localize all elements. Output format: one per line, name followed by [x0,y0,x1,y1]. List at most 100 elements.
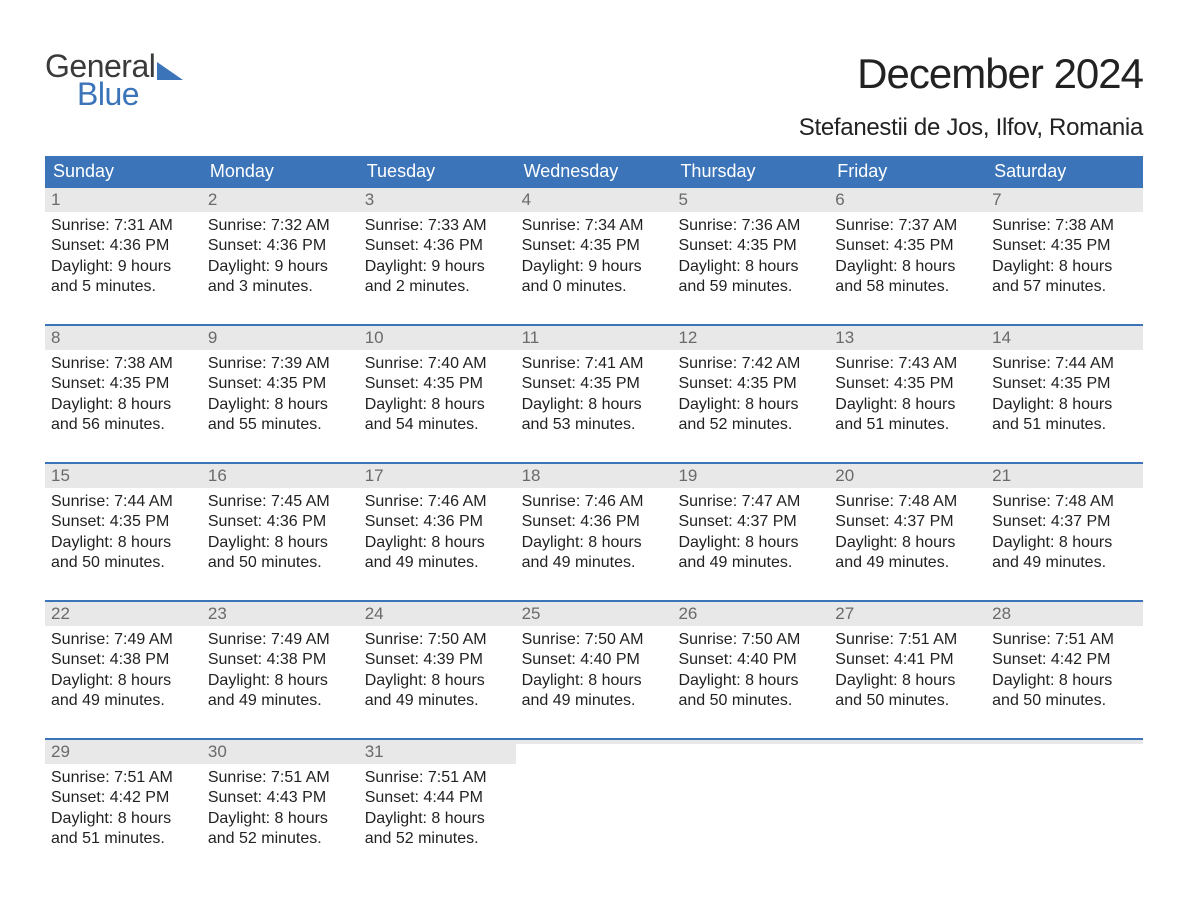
sunset-text: Sunset: 4:42 PM [992,650,1137,670]
daylight-text: and 2 minutes. [365,277,510,297]
day-number-row: 31 [359,740,516,764]
day-number: 14 [992,328,1011,347]
sunset-text: Sunset: 4:37 PM [678,512,823,532]
weekday-header: Monday [202,156,359,188]
day-number-row: 24 [359,602,516,626]
page-title: December 2024 [799,50,1143,98]
sunset-text: Sunset: 4:37 PM [835,512,980,532]
sunrise-text: Sunrise: 7:44 AM [51,492,196,512]
day-number-row: 8 [45,326,202,350]
sunset-text: Sunset: 4:36 PM [365,512,510,532]
day-number-row: 28 [986,602,1143,626]
day-number-row: 9 [202,326,359,350]
sunset-text: Sunset: 4:35 PM [51,374,196,394]
day-body: Sunrise: 7:46 AMSunset: 4:36 PMDaylight:… [359,488,516,576]
sunrise-text: Sunrise: 7:50 AM [522,630,667,650]
sunset-text: Sunset: 4:35 PM [522,236,667,256]
day-cell: 30Sunrise: 7:51 AMSunset: 4:43 PMDayligh… [202,740,359,858]
day-number: 2 [208,190,217,209]
day-number-row [986,740,1143,744]
location-text: Stefanestii de Jos, Ilfov, Romania [799,114,1143,142]
daylight-text: Daylight: 8 hours [208,671,353,691]
day-cell [986,740,1143,858]
daylight-text: Daylight: 8 hours [678,395,823,415]
daylight-text: and 54 minutes. [365,415,510,435]
day-number: 25 [522,604,541,623]
day-number: 5 [678,190,687,209]
sunset-text: Sunset: 4:35 PM [365,374,510,394]
weekday-header: Saturday [986,156,1143,188]
day-cell: 6Sunrise: 7:37 AMSunset: 4:35 PMDaylight… [829,188,986,306]
day-body: Sunrise: 7:51 AMSunset: 4:43 PMDaylight:… [202,764,359,852]
sunrise-text: Sunrise: 7:36 AM [678,216,823,236]
day-body: Sunrise: 7:38 AMSunset: 4:35 PMDaylight:… [986,212,1143,300]
day-number-row: 22 [45,602,202,626]
sunrise-text: Sunrise: 7:50 AM [678,630,823,650]
daylight-text: Daylight: 8 hours [51,395,196,415]
sunrise-text: Sunrise: 7:51 AM [992,630,1137,650]
day-cell: 10Sunrise: 7:40 AMSunset: 4:35 PMDayligh… [359,326,516,444]
sunrise-text: Sunrise: 7:38 AM [992,216,1137,236]
daylight-text: Daylight: 8 hours [208,809,353,829]
day-body: Sunrise: 7:51 AMSunset: 4:42 PMDaylight:… [986,626,1143,714]
day-body: Sunrise: 7:31 AMSunset: 4:36 PMDaylight:… [45,212,202,300]
sunset-text: Sunset: 4:35 PM [992,374,1137,394]
daylight-text: and 49 minutes. [51,691,196,711]
sunrise-text: Sunrise: 7:51 AM [835,630,980,650]
day-number-row: 4 [516,188,673,212]
day-number-row: 29 [45,740,202,764]
sunset-text: Sunset: 4:36 PM [51,236,196,256]
day-body: Sunrise: 7:45 AMSunset: 4:36 PMDaylight:… [202,488,359,576]
daylight-text: and 56 minutes. [51,415,196,435]
sunrise-text: Sunrise: 7:51 AM [51,768,196,788]
sunset-text: Sunset: 4:40 PM [678,650,823,670]
day-number-row: 21 [986,464,1143,488]
day-cell: 1Sunrise: 7:31 AMSunset: 4:36 PMDaylight… [45,188,202,306]
daylight-text: Daylight: 8 hours [835,395,980,415]
day-number: 12 [678,328,697,347]
day-cell [829,740,986,858]
day-body: Sunrise: 7:39 AMSunset: 4:35 PMDaylight:… [202,350,359,438]
day-cell [516,740,673,858]
day-body: Sunrise: 7:33 AMSunset: 4:36 PMDaylight:… [359,212,516,300]
day-cell: 16Sunrise: 7:45 AMSunset: 4:36 PMDayligh… [202,464,359,582]
daylight-text: Daylight: 8 hours [835,257,980,277]
daylight-text: and 3 minutes. [208,277,353,297]
sunrise-text: Sunrise: 7:48 AM [835,492,980,512]
sunrise-text: Sunrise: 7:34 AM [522,216,667,236]
day-number-row [672,740,829,744]
sunrise-text: Sunrise: 7:49 AM [51,630,196,650]
day-cell: 4Sunrise: 7:34 AMSunset: 4:35 PMDaylight… [516,188,673,306]
day-number-row: 2 [202,188,359,212]
daylight-text: Daylight: 8 hours [51,533,196,553]
day-cell: 9Sunrise: 7:39 AMSunset: 4:35 PMDaylight… [202,326,359,444]
day-number: 6 [835,190,844,209]
weekday-header: Tuesday [359,156,516,188]
day-body: Sunrise: 7:32 AMSunset: 4:36 PMDaylight:… [202,212,359,300]
weeks-container: 1Sunrise: 7:31 AMSunset: 4:36 PMDaylight… [45,188,1143,858]
day-number: 13 [835,328,854,347]
daylight-text: and 52 minutes. [208,829,353,849]
day-number: 20 [835,466,854,485]
daylight-text: and 50 minutes. [992,691,1137,711]
daylight-text: and 50 minutes. [835,691,980,711]
daylight-text: Daylight: 9 hours [208,257,353,277]
day-number: 15 [51,466,70,485]
daylight-text: Daylight: 8 hours [678,671,823,691]
day-number: 26 [678,604,697,623]
day-cell: 26 Sunrise: 7:50 AMSunset: 4:40 PMDayligh… [672,602,829,720]
day-cell: 15Sunrise: 7:44 AMSunset: 4:35 PMDayligh… [45,464,202,582]
day-body: Sunrise: 7:44 AMSunset: 4:35 PMDaylight:… [986,350,1143,438]
day-body: Sunrise: 7:51 AMSunset: 4:41 PMDaylight:… [829,626,986,714]
day-number-row: 1 [45,188,202,212]
week-row: 29 Sunrise: 7:51 AMSunset: 4:42 PM Dayligh… [45,738,1143,858]
sunrise-text: Sunrise: 7:38 AM [51,354,196,374]
day-number: 24 [365,604,384,623]
week-row: 15Sunrise: 7:44 AMSunset: 4:35 PMDayligh… [45,462,1143,582]
day-cell: 13Sunrise: 7:43 AMSunset: 4:35 PMDayligh… [829,326,986,444]
day-body: Sunrise: 7:42 AMSunset: 4:35 PMDaylight:… [672,350,829,438]
weekday-header: Thursday [672,156,829,188]
sunset-text: Sunset: 4:42 PM [51,788,196,808]
day-body: Sunrise: 7:49 AMSunset: 4:38 PMDaylight:… [202,626,359,714]
day-cell: 3Sunrise: 7:33 AMSunset: 4:36 PMDaylight… [359,188,516,306]
